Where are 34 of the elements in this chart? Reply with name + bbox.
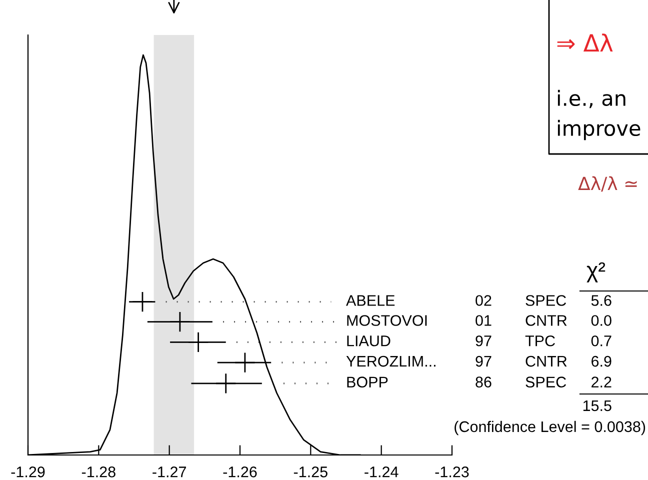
x-tick-label: -1.27: [152, 466, 186, 478]
text: 01: [476, 315, 492, 326]
text: χ²: [586, 262, 606, 282]
text: CNTR: [526, 356, 567, 367]
text: ⇒ Δλ: [557, 34, 613, 52]
text: 5.6: [591, 295, 612, 306]
text: 6.9: [592, 356, 612, 367]
x-tick-label: -1.25: [294, 466, 328, 478]
text: improve: [558, 120, 640, 140]
text: ABELE: [346, 295, 395, 306]
text: YEROZLIM...: [346, 356, 436, 367]
text: 15.5: [583, 400, 612, 412]
x-tick-label: -1.26: [223, 466, 257, 478]
text: LIAUD: [347, 336, 390, 346]
text: MOSTOVOI: [347, 315, 427, 326]
text: BOPP: [347, 376, 388, 388]
x-tick-label: -1.29: [11, 466, 45, 478]
text: 86: [476, 376, 492, 388]
text: 97: [476, 356, 492, 367]
text: TPC: [525, 335, 555, 346]
text: 97: [476, 335, 492, 346]
text: SPEC: [526, 376, 566, 388]
text: 2.2: [592, 376, 612, 388]
x-tick-label: -1.24: [364, 466, 398, 478]
text: (Confidence Level = 0.0038): [454, 420, 646, 436]
x-tick-label: -1.28: [82, 466, 116, 478]
text: Δλ/λ ≃: [578, 176, 637, 192]
text: 0.7: [591, 335, 612, 346]
text: 0.0: [591, 315, 612, 326]
x-tick-label: -1.23: [435, 466, 469, 478]
text: SPEC: [526, 295, 566, 306]
text: i.e., an: [558, 90, 626, 108]
text: CNTR: [526, 315, 567, 326]
text: 02: [476, 295, 492, 306]
